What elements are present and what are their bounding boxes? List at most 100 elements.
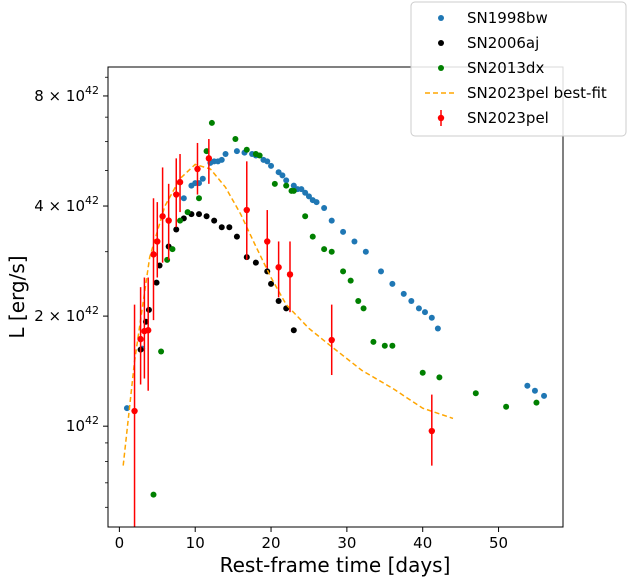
axis-ticks: 0 10 20 30 40 50 1042 2 × 1042 4 × 1042 8 × 1042 (34, 76, 508, 552)
data-point (264, 238, 271, 245)
series-sn1998bw (123, 148, 548, 412)
y-tick-label: 8 × 1042 (34, 84, 99, 105)
data-point (321, 246, 328, 253)
data-point (153, 279, 160, 286)
data-point (283, 182, 290, 189)
plot-frame (107, 66, 564, 528)
x-tick-label: 30 (337, 534, 356, 552)
data-point (264, 158, 271, 165)
series-sn2023pel-best-fit (122, 163, 454, 466)
data-point (370, 338, 377, 345)
legend-item-sn2023pel-best-fit: SN2023pel best-fit (425, 84, 607, 102)
data-point (176, 178, 184, 186)
data-point (419, 369, 426, 376)
data-point (286, 271, 294, 278)
data-point (302, 189, 309, 196)
legend-marker (438, 65, 444, 71)
data-point (309, 233, 316, 240)
data-point (298, 186, 305, 193)
data-point (205, 155, 213, 162)
data-point (472, 390, 479, 397)
data-point (232, 136, 239, 143)
series-sn2023pel (131, 139, 436, 527)
data-point (321, 205, 328, 212)
data-point (123, 405, 130, 412)
series-sn2006aj (137, 211, 297, 353)
data-point (180, 195, 187, 202)
data-point (173, 226, 180, 233)
data-point (159, 213, 166, 220)
data-point (218, 156, 225, 163)
data-point (362, 248, 369, 255)
data-point (218, 224, 225, 231)
data-point (165, 217, 172, 224)
data-point (222, 151, 229, 158)
data-point (290, 187, 297, 194)
data-point (271, 180, 278, 187)
data-point (290, 182, 297, 189)
data-point (275, 264, 282, 271)
y-tick-label: 2 × 1042 (34, 304, 99, 325)
legend-item-sn2013dx: SN2013dx (438, 59, 544, 77)
data-point (150, 251, 157, 258)
data-point (203, 213, 210, 220)
data-point (524, 382, 531, 389)
data-point (400, 290, 407, 297)
x-tick-label: 10 (186, 534, 205, 552)
y-axis-label: L [erg/s] (5, 255, 29, 338)
data-point (169, 246, 176, 253)
data-point (302, 213, 309, 220)
data-point (156, 262, 163, 269)
legend-label: SN2006aj (467, 34, 539, 52)
data-point (531, 387, 538, 394)
data-point (158, 348, 165, 355)
data-point (243, 206, 250, 214)
legend-box (410, 1, 627, 137)
data-point (173, 191, 180, 198)
data-point (131, 407, 138, 415)
data-point (355, 297, 362, 304)
data-point (177, 217, 184, 224)
data-point (378, 268, 384, 275)
data-point (233, 233, 240, 240)
best-fit-line (122, 163, 454, 466)
data-point (421, 309, 428, 316)
data-point (305, 193, 312, 200)
data-point (268, 162, 275, 169)
x-tick-label: 50 (489, 534, 508, 552)
x-tick-label: 40 (413, 534, 432, 552)
legend-label: SN2013dx (467, 59, 544, 77)
data-point (328, 336, 335, 344)
data-point (137, 335, 144, 343)
chart-marks (122, 119, 548, 527)
legend-marker (437, 114, 445, 122)
legend: SN1998bw SN2006aj SN2013dx SN2023pel best-f… (410, 1, 627, 137)
data-point (279, 172, 286, 179)
data-point (389, 280, 396, 287)
y-tick-label: 1042 (66, 414, 99, 435)
data-point (196, 195, 202, 202)
legend-label: SN1998bw (467, 9, 548, 27)
data-point (144, 327, 152, 334)
data-point (194, 165, 201, 173)
data-point (340, 228, 347, 235)
data-point (351, 238, 358, 245)
series-sn2013dx (150, 119, 540, 498)
legend-item-sn2006aj: SN2006aj (438, 34, 539, 52)
data-point (283, 177, 290, 184)
legend-item-sn2023pel: SN2023pel (437, 109, 549, 127)
data-point (541, 392, 548, 399)
data-point (203, 148, 210, 155)
data-point (233, 148, 240, 155)
data-point (290, 327, 297, 334)
data-point (150, 491, 157, 498)
data-point (389, 342, 396, 349)
legend-marker (438, 40, 444, 46)
data-point (226, 224, 233, 231)
data-point (328, 217, 335, 224)
x-tick-label: 20 (261, 534, 280, 552)
data-point (428, 427, 436, 435)
data-point (243, 146, 250, 153)
data-point (252, 259, 259, 266)
